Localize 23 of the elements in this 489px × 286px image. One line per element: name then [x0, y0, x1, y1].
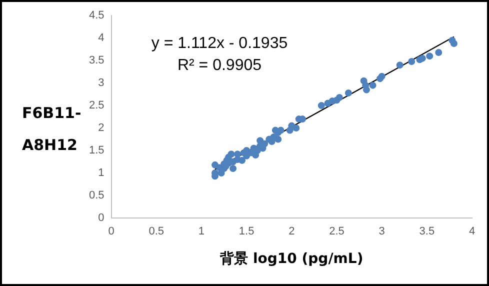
y-tick-label: 0.5	[88, 190, 104, 202]
y-tick-label: 4	[98, 32, 104, 44]
x-tick-label: 4	[468, 226, 476, 238]
y-tick-label: 3	[98, 77, 104, 90]
annotation: R² = 0.9905	[177, 57, 262, 74]
x-tick-label: 1	[198, 226, 205, 238]
x-tick-label: 2.5	[329, 226, 344, 238]
x-tick-label: 3	[378, 226, 385, 238]
x-axis-title: 背景 log10 (pg/mL)	[219, 251, 364, 268]
x-tick-label: 2	[288, 226, 295, 238]
y-tick-label: 3.5	[88, 54, 104, 67]
y-tick-label: 4.5	[88, 10, 104, 22]
y-tick-label: 2	[98, 122, 104, 134]
y-tick-label: 0	[98, 212, 104, 224]
y-tick-label: 1.5	[88, 144, 104, 157]
x-tick-label: 1.5	[238, 226, 254, 238]
y-axis-title: F6B11-A8H12	[22, 103, 82, 156]
x-tick-label: 0.5	[148, 226, 164, 238]
annotation: y = 1.112x - 0.1935	[151, 35, 288, 52]
y-tick-label: 1	[98, 167, 104, 180]
x-tick-label: 0	[108, 226, 114, 238]
y-tick-label: 2.5	[88, 100, 104, 112]
x-tick-label: 3.5	[419, 226, 435, 238]
